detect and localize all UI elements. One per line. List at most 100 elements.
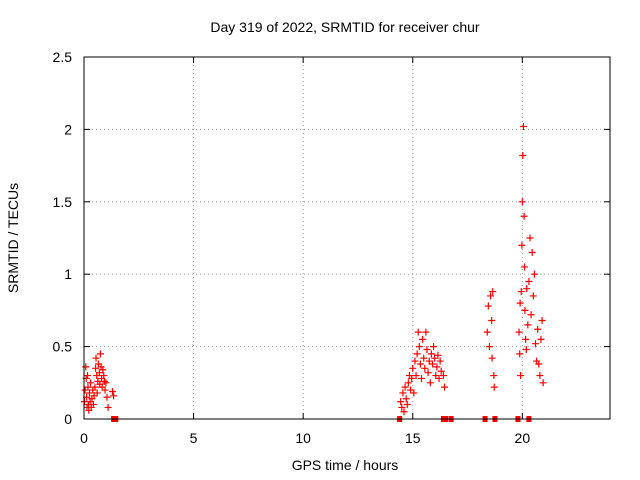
data-point <box>529 292 537 300</box>
data-point <box>92 364 100 372</box>
data-point <box>399 389 407 397</box>
data-point <box>402 395 410 403</box>
y-axis-title: SRMTID / TECUs <box>5 183 21 293</box>
data-point <box>519 123 527 131</box>
x-tick-label: 20 <box>515 430 531 446</box>
data-point <box>102 379 110 387</box>
data-point <box>483 328 491 336</box>
x-tick-label: 5 <box>190 430 198 446</box>
x-tick-label: 0 <box>80 430 88 446</box>
data-point <box>528 248 536 256</box>
data-point <box>490 383 498 391</box>
data-point <box>103 393 111 401</box>
data-point <box>419 335 427 343</box>
data-point <box>412 372 420 380</box>
data-point <box>95 369 103 377</box>
data-point <box>526 234 534 242</box>
data-point <box>515 328 523 336</box>
data-point <box>411 357 419 365</box>
data-point <box>538 317 546 325</box>
data-point <box>521 263 529 271</box>
data-point <box>488 317 496 325</box>
data-point <box>100 377 108 385</box>
data-point <box>416 360 424 368</box>
x-tick-label: 15 <box>405 430 421 446</box>
data-point <box>92 354 100 362</box>
grid-layer <box>84 57 610 419</box>
data-point <box>525 277 533 285</box>
y-tick-label: 2.5 <box>53 49 73 65</box>
data-point <box>435 374 443 382</box>
data-point <box>485 343 493 351</box>
data-point <box>89 401 97 409</box>
data-point <box>434 351 442 359</box>
data-point <box>489 288 497 296</box>
data-point <box>522 335 530 343</box>
data-point <box>410 389 418 397</box>
data-point <box>488 354 496 362</box>
x-tick-label: 10 <box>295 430 311 446</box>
data-point <box>535 360 543 368</box>
data-point <box>408 374 416 382</box>
data-point <box>403 401 411 409</box>
data-point <box>415 343 423 351</box>
y-tick-label: 1 <box>64 266 72 282</box>
y-tick-label: 0.5 <box>53 339 73 355</box>
data-point <box>426 379 434 387</box>
data-point <box>422 328 430 336</box>
data-point <box>524 321 532 329</box>
data-point <box>398 403 406 411</box>
data-point <box>414 328 422 336</box>
data-point <box>518 198 526 206</box>
chart-title: Day 319 of 2022, SRMTID for receiver chu… <box>210 19 480 35</box>
data-point <box>520 212 528 220</box>
data-point <box>108 387 116 395</box>
data-point <box>110 392 118 400</box>
data-point <box>436 357 444 365</box>
data-point <box>521 306 529 314</box>
data-point <box>424 369 432 377</box>
data-point <box>401 383 409 391</box>
data-point <box>490 372 498 380</box>
data-point <box>516 350 524 358</box>
data-point <box>93 389 101 397</box>
data-point <box>527 311 535 319</box>
ticks-layer: 0 5 10 15 20 0 0.5 1 1.5 2 2.5 <box>53 49 610 446</box>
data-point <box>517 372 525 380</box>
y-tick-label: 1.5 <box>53 194 73 210</box>
data-point <box>423 345 431 353</box>
data-point <box>518 241 526 249</box>
data-point <box>516 299 524 307</box>
data-point <box>84 383 92 391</box>
data-point <box>104 403 112 411</box>
data-point <box>534 325 542 333</box>
data-point <box>523 285 531 293</box>
data-point <box>531 340 539 348</box>
data-point <box>441 383 449 391</box>
y-tick-label: 0 <box>64 411 72 427</box>
data-point <box>428 360 436 368</box>
data-point <box>430 343 438 351</box>
data-point <box>537 335 545 343</box>
data-point <box>400 408 408 416</box>
data-point <box>517 288 525 296</box>
x-axis-title: GPS time / hours <box>292 457 399 473</box>
data-point <box>421 364 429 372</box>
data-point <box>439 372 447 380</box>
data-point <box>539 379 547 387</box>
data-point <box>91 383 99 391</box>
data-point <box>427 350 435 358</box>
plot-frame <box>83 56 611 420</box>
data-point <box>418 374 426 382</box>
data-point <box>536 372 544 380</box>
data-point <box>82 363 90 371</box>
y-tick-label: 2 <box>64 121 72 137</box>
data-point <box>522 345 530 353</box>
data-point <box>530 270 538 278</box>
points-layer <box>80 123 547 422</box>
data-point <box>437 367 445 375</box>
data-point <box>100 372 108 380</box>
data-point <box>413 350 421 358</box>
